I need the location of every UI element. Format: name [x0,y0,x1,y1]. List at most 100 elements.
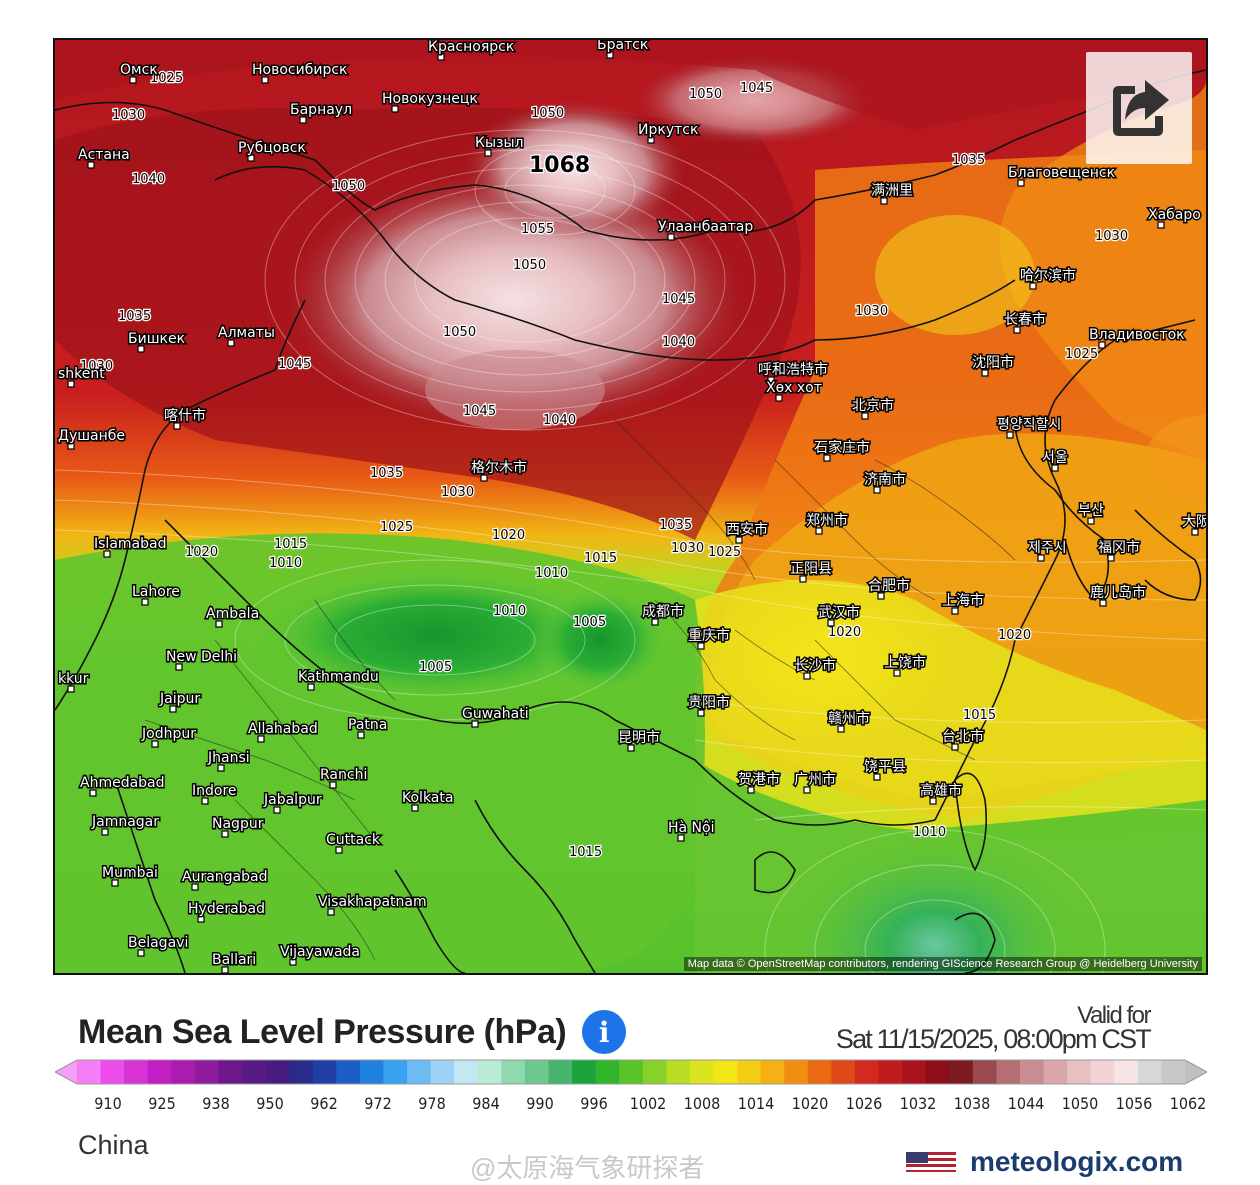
city-name: 长沙市 [794,657,836,674]
city-dot [273,806,281,814]
city-marker: 福冈市 [1097,538,1142,562]
city-dot [1087,517,1095,525]
isobar-label: 1030 [112,108,145,123]
scale-swatch [972,1060,997,1084]
city-marker: Belagavi [127,934,190,957]
city-dot [767,376,775,384]
city-name: 长春市 [1004,311,1046,328]
city-marker: Новокузнецк [381,90,479,113]
city-dot [799,575,807,583]
info-icon[interactable]: i [582,1010,627,1054]
scale-tick-label: 938 [202,1094,230,1113]
isobar-label: 1055 [521,222,554,237]
city-marker: 满洲里 [870,182,915,205]
city-name: Mumbai [102,865,158,881]
city-marker: 哈尔滨市 [1019,266,1078,290]
scale-swatch [147,1060,172,1084]
city-name: Улаанбаатар [658,219,753,235]
city-marker: 呼和浩特市 [757,360,830,384]
city-dot [873,486,881,494]
city-dot [471,720,479,728]
city-name: Jodhpur [141,726,196,742]
city-marker: 부산 [1077,502,1105,525]
city-name: Nagpur [212,816,264,832]
scale-swatch [595,1060,620,1084]
city-name: Омск [120,62,158,78]
scale-tick-label: 1062 [1169,1094,1207,1113]
scale-swatch [878,1060,903,1084]
city-dot [191,883,199,891]
city-name: Jabalpur [263,792,322,808]
city-name: 제주시 [1028,540,1067,556]
city-marker: Indore [191,782,238,805]
city-marker: kkur [57,670,90,693]
share-button[interactable] [1086,52,1192,164]
city-marker: Aurangabad [181,868,269,891]
city-dot [411,804,419,812]
city-dot [217,764,225,772]
city-marker: Kolkata [401,789,455,812]
city-marker: Иркутск [637,121,700,144]
scale-swatch [501,1060,526,1084]
region-label[interactable]: China [78,1130,149,1160]
color-scale-bar [55,1059,1207,1085]
isobar-label: 1020 [492,528,525,543]
brand-logo[interactable]: meteologix.com [906,1146,1183,1178]
city-name: Kolkata [402,790,453,806]
scale-tick-label: 990 [526,1094,554,1113]
scale-swatch [77,1060,102,1084]
city-marker: Владивосток [1088,326,1186,349]
city-dot [1157,221,1165,229]
city-name: Душанбе [58,428,125,444]
isobar-label: 1020 [185,545,218,560]
city-marker: 鹿儿岛市 [1089,583,1148,607]
scale-tick-label: 984 [472,1094,500,1113]
scale-tick-label: 978 [418,1094,446,1113]
city-name: kkur [58,671,89,687]
city-dot [137,949,145,957]
city-dot [111,879,119,887]
city-marker: Mumbai [101,864,159,887]
city-marker: Hyderabad [187,900,267,923]
city-marker: 서울 [1041,449,1069,472]
city-name: Kathmandu [298,669,379,685]
weather-map[interactable]: 1025 1030 1040 1050 1050 1050 1045 1068 1055 1050… [53,38,1208,975]
city-dot [103,550,111,558]
city-name: Hà Nội [668,820,714,836]
map-title: Mean Sea Level Pressure (hPa) [78,1012,567,1051]
city-marker: Улаанбаатар [657,218,755,241]
city-dot [307,683,315,691]
isobar-label: 1030 [855,304,888,319]
scale-tick-label: 1026 [845,1094,883,1113]
city-marker: Patna [347,716,389,739]
scale-swatch [713,1060,738,1084]
city-dot [1013,326,1021,334]
city-name: Ballari [212,952,256,968]
isobar-label: 1025 [150,71,183,86]
scale-swatch [737,1060,762,1084]
city-name: 上海市 [942,592,984,609]
scale-swatch [760,1060,785,1084]
isobar-label: 1025 [708,545,741,560]
city-name: shkent [58,366,105,382]
city-dot [391,105,399,113]
scale-swatch [902,1060,927,1084]
scale-swatch [925,1060,950,1084]
city-name: Vijayawada [280,944,360,960]
scale-tick-label: 1032 [899,1094,937,1113]
city-name: Lahore [132,584,180,600]
city-dot [257,735,265,743]
city-marker: Guwahati [461,705,530,728]
city-marker: 贺港市 [737,770,782,794]
city-marker: 제주시 [1027,539,1068,562]
city-name: Астана [78,147,130,163]
scale-tick-label: 910 [94,1094,122,1113]
city-name: Алматы [218,325,275,341]
city-dot [803,672,811,680]
city-dot [747,786,755,794]
city-name: 鹿儿岛市 [1090,584,1146,601]
scale-tick-label: 1020 [791,1094,829,1113]
city-dot [1037,554,1045,562]
city-marker: Lahore [131,583,181,606]
city-marker: 西安市 [725,520,770,544]
